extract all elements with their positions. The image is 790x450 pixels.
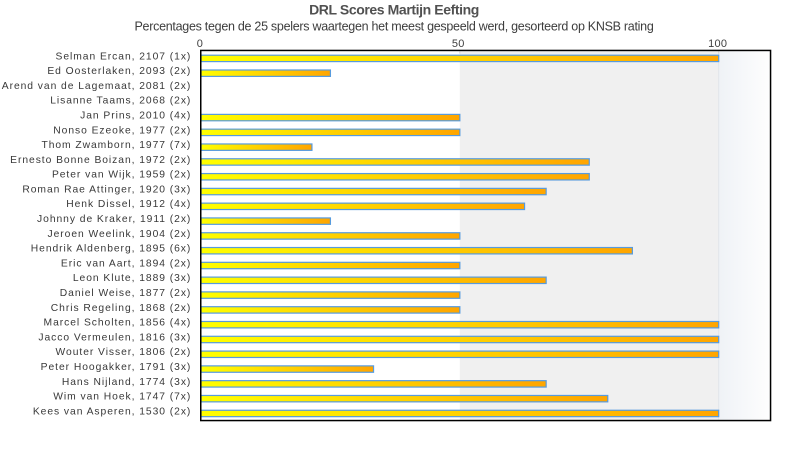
svg-text:Eric van Aart, 1894 (2x): Eric van Aart, 1894 (2x) [61, 258, 191, 269]
svg-text:Jeroen Weelink, 1904 (2x): Jeroen Weelink, 1904 (2x) [48, 229, 192, 240]
svg-text:Johnny de Kraker, 1911 (2x): Johnny de Kraker, 1911 (2x) [37, 214, 191, 225]
svg-text:Leon Klute, 1889 (3x): Leon Klute, 1889 (3x) [73, 273, 191, 284]
svg-text:Arend van de Lagemaat, 2081 (2: Arend van de Lagemaat, 2081 (2x) [2, 81, 192, 92]
svg-text:Peter van Wijk, 1959 (2x): Peter van Wijk, 1959 (2x) [52, 170, 191, 181]
svg-text:Hans Nijland, 1774 (3x): Hans Nijland, 1774 (3x) [62, 377, 191, 388]
svg-text:DRL Scores Martijn Eefting: DRL Scores Martijn Eefting [309, 2, 479, 18]
svg-text:Jacco Vermeulen, 1816 (3x): Jacco Vermeulen, 1816 (3x) [38, 332, 191, 343]
svg-text:Peter Hoogakker, 1791 (3x): Peter Hoogakker, 1791 (3x) [41, 362, 192, 373]
svg-text:Hendrik Aldenberg, 1895 (6x): Hendrik Aldenberg, 1895 (6x) [31, 244, 192, 255]
svg-text:Wouter Visser, 1806 (2x): Wouter Visser, 1806 (2x) [56, 347, 192, 358]
svg-text:Roman Rae Attinger, 1920 (3x): Roman Rae Attinger, 1920 (3x) [22, 184, 191, 195]
svg-text:50: 50 [452, 38, 465, 50]
svg-text:Ernesto Bonne Boizan, 1972 (2x: Ernesto Bonne Boizan, 1972 (2x) [10, 155, 191, 166]
svg-text:Chris Regeling, 1868 (2x): Chris Regeling, 1868 (2x) [51, 303, 192, 314]
svg-text:Percentages tegen de 25 speler: Percentages tegen de 25 spelers waartege… [134, 20, 653, 34]
svg-text:Ed Oosterlaken, 2093 (2x): Ed Oosterlaken, 2093 (2x) [47, 66, 191, 77]
svg-text:Jan Prins, 2010 (4x): Jan Prins, 2010 (4x) [80, 110, 191, 121]
svg-text:0: 0 [197, 38, 203, 50]
svg-text:Wim van Hoek, 1747 (7x): Wim van Hoek, 1747 (7x) [53, 392, 191, 403]
svg-text:Nonso Ezeoke, 1977 (2x): Nonso Ezeoke, 1977 (2x) [53, 125, 191, 136]
svg-text:Lisanne Taams, 2068 (2x): Lisanne Taams, 2068 (2x) [50, 96, 191, 107]
svg-text:Daniel Weise, 1877 (2x): Daniel Weise, 1877 (2x) [60, 288, 192, 299]
svg-text:Marcel Scholten, 1856 (4x): Marcel Scholten, 1856 (4x) [44, 318, 192, 329]
svg-text:Henk Dissel, 1912 (4x): Henk Dissel, 1912 (4x) [66, 199, 191, 210]
svg-text:Selman Ercan, 2107 (1x): Selman Ercan, 2107 (1x) [56, 51, 192, 62]
svg-text:100: 100 [708, 38, 727, 50]
svg-text:Kees van Asperen, 1530 (2x): Kees van Asperen, 1530 (2x) [33, 406, 191, 417]
svg-text:Thom Zwamborn, 1977 (7x): Thom Zwamborn, 1977 (7x) [41, 140, 191, 151]
